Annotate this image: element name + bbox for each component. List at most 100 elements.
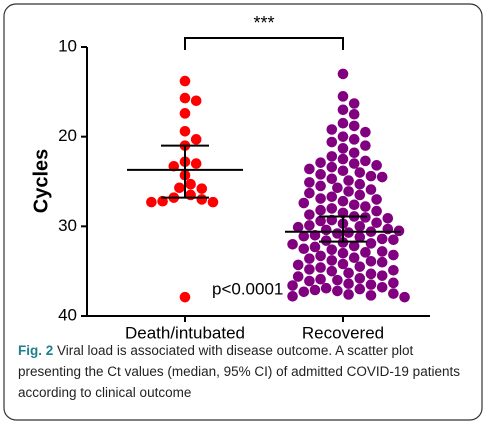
point [315,193,326,204]
point [298,286,310,298]
point [343,289,354,300]
point [354,273,366,284]
point [388,288,399,299]
point [354,231,366,243]
point [388,234,399,246]
point [348,158,360,169]
point [360,126,371,138]
point [343,267,354,279]
point [382,223,394,235]
point [326,255,338,266]
point [315,204,326,216]
point [343,175,354,186]
point [287,280,298,291]
point [348,120,360,132]
point [332,228,343,239]
frame [3,3,483,421]
point [292,271,304,282]
point [348,240,360,252]
point [304,253,315,264]
annotation: p<0.0001 [212,279,283,298]
point [337,165,349,177]
point [287,290,298,302]
point [360,140,371,151]
point [382,212,394,224]
point [371,194,382,205]
point [196,183,208,194]
point [326,203,338,214]
point [337,91,349,102]
point [304,264,315,275]
point [304,163,315,175]
point [371,205,382,217]
point [326,151,338,162]
point [365,184,377,195]
y-tick-label: 40 [58,305,77,324]
point [190,95,202,107]
point [365,256,377,267]
point [179,92,191,104]
point [354,221,366,232]
point [185,189,196,201]
point [332,274,343,286]
point [388,249,399,261]
point [326,191,338,203]
significance-label: *** [253,13,274,33]
x-tick-label: Recovered [302,323,384,342]
point [337,195,349,207]
point [376,282,388,293]
point [304,209,315,220]
point [376,270,388,281]
y-axis-label: Cycles [30,149,52,214]
point [315,215,326,227]
point [326,124,338,135]
point [315,262,326,273]
point [337,153,349,165]
point [298,197,310,209]
point [292,221,304,233]
point [348,98,360,109]
point [365,268,377,280]
point [309,284,321,296]
point [337,131,349,142]
point [343,278,354,290]
point [292,259,304,271]
point [304,220,315,231]
point [354,189,366,201]
point [174,182,185,194]
point [371,160,382,171]
point [354,178,366,190]
point [348,252,360,264]
point [196,194,208,205]
point [348,147,360,159]
point [304,275,315,287]
point [354,283,366,295]
point [337,68,349,80]
caption: Fig. 2 Viral load is associated with dis… [18,340,470,403]
point [365,170,377,182]
point [354,261,366,272]
point [337,104,349,116]
point [315,169,326,180]
point [376,233,388,245]
point [360,247,371,258]
point [360,201,371,212]
point [337,117,349,129]
point [304,187,315,199]
point [315,250,326,262]
caption-text: Viral load is associated with disease ou… [18,343,460,400]
point [190,158,202,169]
point [179,125,191,137]
point [298,230,310,242]
point [376,256,388,268]
point [179,108,191,119]
caption-label: Fig. 2 [18,343,54,358]
y-tick-label: 30 [58,216,77,235]
point [337,258,349,270]
point [190,134,202,145]
point [315,273,326,285]
point [207,196,219,208]
significance-bracket [184,37,344,50]
point [388,264,399,276]
